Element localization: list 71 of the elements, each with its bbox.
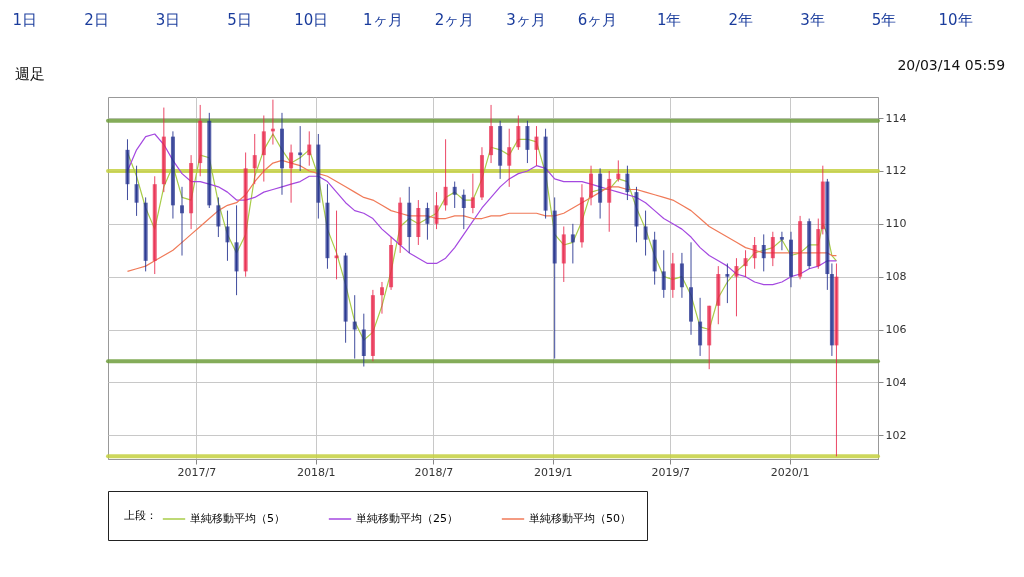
candlestick	[352, 294, 357, 360]
text: 10日	[294, 11, 329, 29]
candlestick	[425, 202, 430, 241]
candlestick	[298, 125, 303, 172]
text: 2ヶ月	[434, 11, 475, 29]
y-tick-label: 110	[885, 217, 907, 231]
text: 週足	[14, 65, 45, 83]
text: 2日	[84, 11, 109, 29]
candlestick	[616, 159, 621, 183]
legend-label: 単純移動平均（25）	[356, 512, 458, 525]
candlestick	[261, 115, 266, 183]
candlestick	[661, 249, 666, 299]
y-tick-label: 108	[885, 270, 907, 284]
text: 20/03/14 05:59	[897, 57, 1006, 73]
candlestick	[589, 165, 594, 206]
text: 3年	[800, 11, 825, 29]
x-tick-label: 2018/7	[414, 465, 454, 479]
x-tick-label: 2019/7	[651, 465, 691, 479]
candlestick	[252, 133, 257, 185]
candlestick	[434, 191, 439, 230]
candlestick	[770, 231, 775, 267]
candlestick	[625, 165, 630, 201]
candlestick	[607, 170, 612, 233]
text: 5年	[871, 11, 897, 29]
candlestick	[752, 236, 757, 270]
y-tick-label: 114	[885, 111, 907, 125]
candlestick	[180, 186, 185, 257]
legend-label: 単純移動平均（5）	[190, 512, 285, 525]
text: 2年	[728, 11, 754, 29]
candlestick	[461, 188, 466, 230]
x-tick-label: 2018/1	[296, 465, 336, 479]
candlestick	[216, 196, 221, 238]
candlestick	[516, 115, 521, 151]
text: 6ヶ月	[577, 11, 618, 29]
legend-title: 上段：	[124, 509, 157, 522]
y-tick-label: 106	[885, 323, 907, 337]
candlestick	[734, 257, 739, 317]
text: 3ヶ月	[506, 11, 546, 29]
candlestick	[470, 173, 475, 214]
text: 10年	[938, 11, 973, 29]
candlestick	[525, 120, 530, 164]
candlestick	[507, 128, 512, 188]
y-tick-label: 112	[885, 164, 907, 178]
y-tick-label: 102	[885, 428, 907, 442]
candlestick	[225, 210, 230, 262]
candlestick	[134, 165, 139, 217]
line-series	[126, 133, 838, 286]
candlestick	[379, 281, 384, 315]
candlestick	[443, 138, 448, 212]
candlestick	[643, 210, 648, 257]
candlestick	[534, 125, 539, 167]
candlestick	[679, 252, 684, 299]
candlestick	[725, 262, 730, 304]
candlestick	[289, 144, 294, 204]
candlestick	[307, 130, 312, 167]
x-tick-label: 2017/7	[177, 465, 217, 479]
text: 1ヶ月	[363, 11, 403, 29]
candlestick	[452, 181, 457, 209]
text: 1日	[12, 11, 38, 29]
candlestick	[698, 297, 703, 357]
candlestick	[779, 231, 784, 251]
candlestick	[761, 233, 766, 272]
candlestick	[570, 223, 575, 264]
legend-label: 単純移動平均（50）	[529, 512, 631, 525]
x-tick-label: 2019/1	[533, 465, 573, 479]
text: 5日	[227, 11, 252, 29]
y-tick-label: 104	[885, 375, 907, 389]
x-tick-label: 2020/1	[770, 465, 810, 479]
text: 3日	[155, 11, 181, 29]
candlestick	[743, 249, 748, 278]
text: 1年	[656, 11, 682, 29]
